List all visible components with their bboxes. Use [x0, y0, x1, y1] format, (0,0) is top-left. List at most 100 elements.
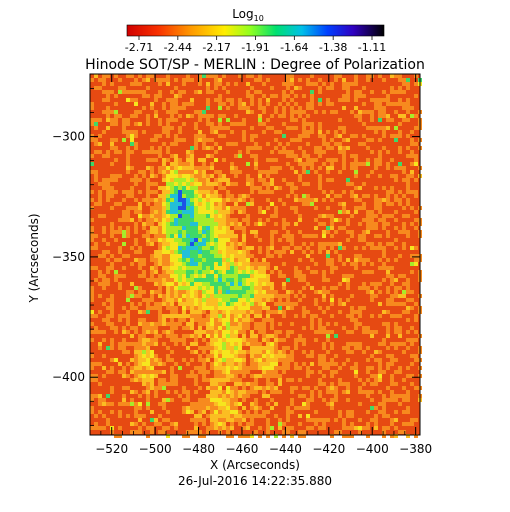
heatmap-cell: [374, 222, 378, 226]
heatmap-cell: [90, 338, 94, 342]
heatmap-cell: [242, 406, 246, 410]
heatmap-cell: [222, 114, 226, 118]
heatmap-cell: [162, 266, 166, 270]
heatmap-cell: [218, 126, 222, 130]
heatmap-cell: [318, 102, 322, 106]
heatmap-cell: [158, 370, 162, 374]
heatmap-cell: [214, 150, 218, 154]
heatmap-cell: [350, 194, 354, 198]
heatmap-cell: [162, 342, 166, 346]
heatmap-cell: [266, 294, 270, 298]
heatmap-cell: [138, 378, 142, 382]
heatmap-cell: [210, 218, 214, 222]
heatmap-cell: [102, 330, 106, 334]
heatmap-cell: [230, 254, 234, 258]
heatmap-cell: [310, 126, 314, 130]
heatmap-cell: [218, 382, 222, 386]
heatmap-cell: [210, 186, 214, 190]
heatmap-cell: [206, 182, 210, 186]
heatmap-cell: [206, 394, 210, 398]
heatmap-cell: [238, 310, 242, 314]
heatmap-cell: [290, 106, 294, 110]
heatmap-cell: [234, 418, 238, 422]
heatmap-cell: [194, 238, 198, 242]
heatmap-cell: [246, 106, 250, 110]
heatmap-cell: [210, 298, 214, 302]
heatmap-cell: [354, 162, 358, 166]
heatmap-cell: [154, 342, 158, 346]
heatmap-cell: [238, 106, 242, 110]
heatmap-cell: [178, 298, 182, 302]
heatmap-cell: [398, 202, 402, 206]
heatmap-cell: [186, 334, 190, 338]
heatmap-cell: [230, 350, 234, 354]
heatmap-cell: [322, 426, 326, 430]
heatmap-cell: [198, 174, 202, 178]
heatmap-cell: [90, 238, 94, 242]
heatmap-cell: [350, 434, 354, 438]
heatmap-cell: [190, 262, 194, 266]
heatmap-cell: [206, 234, 210, 238]
heatmap-cell: [274, 138, 278, 142]
heatmap-cell: [374, 214, 378, 218]
heatmap-cell: [242, 198, 246, 202]
heatmap-cell: [274, 130, 278, 134]
heatmap-cell: [158, 290, 162, 294]
heatmap-cell: [222, 270, 226, 274]
heatmap-cell: [114, 202, 118, 206]
heatmap-cell: [326, 290, 330, 294]
heatmap-cell: [178, 190, 182, 194]
heatmap-cell: [394, 218, 398, 222]
x-tick-label: −420: [312, 442, 345, 456]
heatmap-cell: [238, 170, 242, 174]
heatmap-cell: [386, 258, 390, 262]
heatmap-cell: [378, 302, 382, 306]
heatmap-cell: [106, 322, 110, 326]
heatmap-cell: [158, 94, 162, 98]
heatmap-cell: [178, 302, 182, 306]
heatmap-cell: [130, 90, 134, 94]
heatmap-cell: [98, 310, 102, 314]
heatmap-cell: [302, 202, 306, 206]
heatmap-cell: [214, 230, 218, 234]
heatmap-cell: [290, 166, 294, 170]
heatmap-cell: [150, 254, 154, 258]
heatmap-cell: [342, 246, 346, 250]
heatmap-cell: [206, 238, 210, 242]
heatmap-cell: [210, 398, 214, 402]
heatmap-cell: [162, 206, 166, 210]
heatmap-cell: [202, 250, 206, 254]
heatmap-cell: [222, 102, 226, 106]
heatmap-cell: [274, 230, 278, 234]
heatmap-cell: [282, 310, 286, 314]
x-tick-label: −480: [182, 442, 215, 456]
heatmap-cell: [210, 294, 214, 298]
heatmap-cell: [182, 102, 186, 106]
heatmap-cell: [194, 414, 198, 418]
heatmap-cell: [194, 262, 198, 266]
heatmap-cell: [166, 354, 170, 358]
heatmap-cell: [130, 422, 134, 426]
heatmap-cell: [202, 294, 206, 298]
heatmap-cell: [258, 118, 262, 122]
heatmap-cell: [290, 206, 294, 210]
heatmap-cell: [282, 178, 286, 182]
heatmap-cell: [222, 314, 226, 318]
heatmap-cell: [170, 106, 174, 110]
heatmap-cell: [230, 282, 234, 286]
heatmap-cell: [270, 202, 274, 206]
heatmap-cell: [162, 198, 166, 202]
heatmap-cell: [274, 106, 278, 110]
heatmap-cell: [138, 366, 142, 370]
heatmap-cell: [226, 214, 230, 218]
heatmap-cell: [298, 86, 302, 90]
heatmap-cell: [174, 158, 178, 162]
heatmap-cell: [338, 150, 342, 154]
heatmap-cell: [342, 202, 346, 206]
heatmap-cell: [214, 398, 218, 402]
heatmap-cell: [246, 246, 250, 250]
heatmap-cell: [238, 370, 242, 374]
heatmap-cell: [390, 214, 394, 218]
heatmap-cell: [314, 270, 318, 274]
heatmap-cell: [282, 110, 286, 114]
